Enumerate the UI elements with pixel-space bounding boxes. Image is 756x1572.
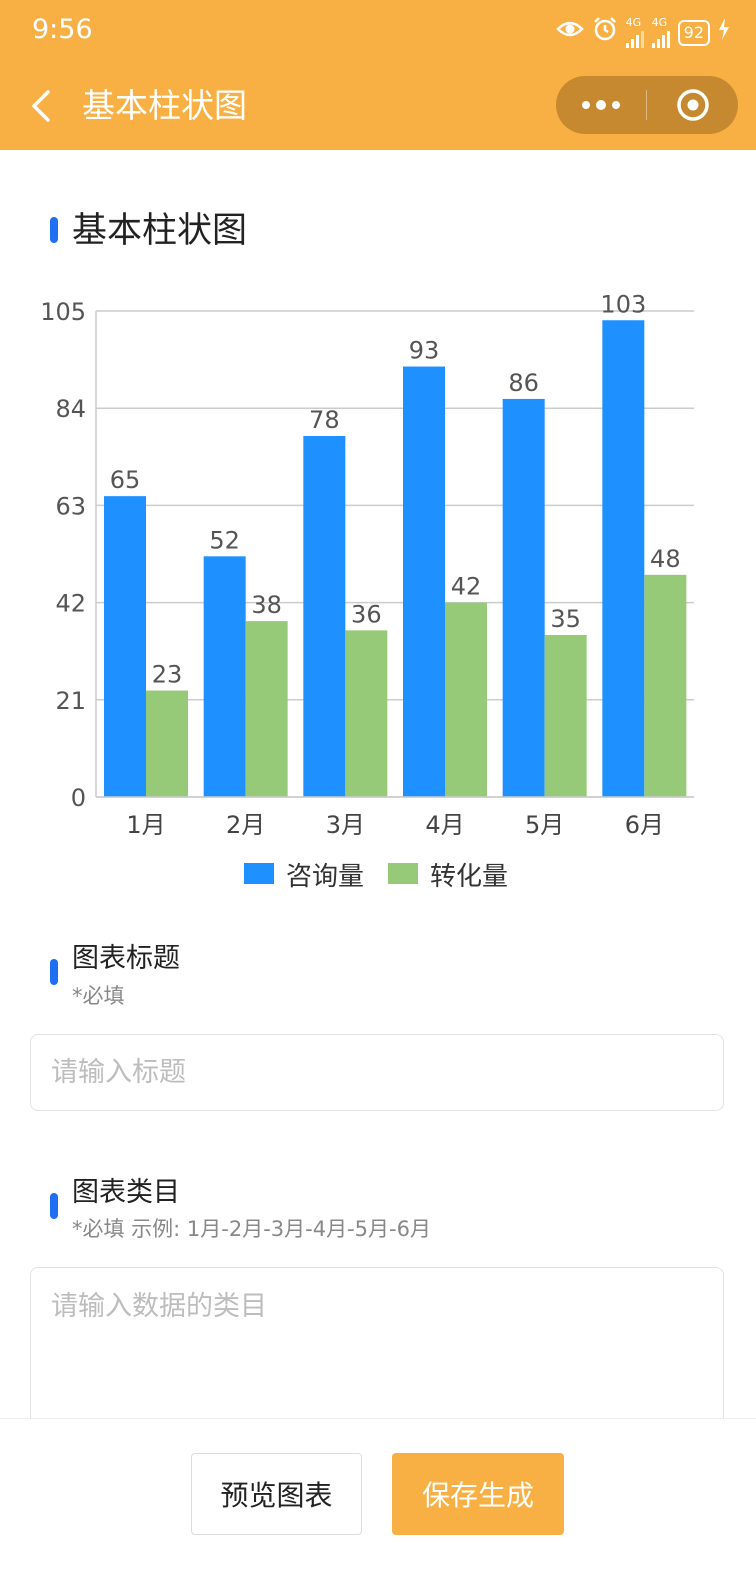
data-label: 93	[409, 337, 440, 365]
bar-convert	[345, 630, 388, 797]
network-type-label: 4G	[651, 16, 668, 29]
y-tick-label: 63	[55, 492, 86, 520]
signal-icon: 4G	[625, 16, 644, 48]
more-button[interactable]	[556, 76, 646, 134]
legend-swatch	[244, 863, 274, 884]
mini-program-capsule	[556, 76, 738, 134]
legend-convert: 转化量	[430, 862, 508, 892]
category-field-label: 图表类目	[72, 1177, 180, 1208]
back-button[interactable]	[26, 84, 62, 128]
data-label: 78	[309, 406, 340, 434]
battery-level: 92	[683, 23, 704, 42]
y-tick-label: 21	[55, 687, 86, 715]
signal-icon: 4G	[651, 16, 670, 48]
legend-swatch	[388, 863, 418, 884]
x-tick-label: 6月	[625, 811, 664, 839]
bar-chart: 0 21 42 63 84 105 65 23 1月 52 38 2月 78 36 3月 93 42 4月 86 35…	[40, 290, 694, 892]
chart-title-input[interactable]	[30, 1034, 724, 1111]
charging-icon	[718, 18, 730, 48]
status-time: 9:56	[32, 14, 93, 45]
title-field-hint: *必填	[72, 984, 125, 1008]
alarm-icon	[592, 16, 618, 50]
data-label: 103	[600, 290, 646, 318]
battery-icon: 92	[677, 20, 710, 46]
bar-convert	[146, 690, 188, 797]
bar-consult	[602, 320, 645, 797]
bar-consult	[502, 398, 545, 797]
bottom-action-bar: 预览图表 保存生成	[0, 1418, 756, 1572]
status-bar: 9:56 4G 4G 92	[0, 0, 756, 62]
preview-chart-button[interactable]: 预览图表	[191, 1453, 362, 1535]
y-tick-label: 105	[40, 298, 86, 326]
chevron-left-icon	[32, 90, 50, 122]
data-label: 52	[209, 526, 240, 554]
x-tick-label: 2月	[226, 811, 265, 839]
network-type-label: 4G	[625, 16, 642, 29]
section-marker	[50, 959, 58, 985]
legend-consult: 咨询量	[286, 862, 364, 892]
bar-convert	[445, 602, 487, 797]
data-label: 23	[152, 661, 183, 689]
chart-section-title: 基本柱状图	[72, 211, 248, 251]
status-icons: 4G 4G 92	[555, 16, 730, 50]
data-label: 38	[251, 591, 282, 619]
data-label: 86	[508, 369, 539, 397]
y-tick-label: 0	[71, 784, 86, 812]
y-tick-label: 84	[55, 395, 86, 423]
bar-consult	[303, 435, 346, 797]
bar-convert	[644, 574, 687, 797]
data-label: 42	[451, 573, 482, 601]
x-tick-label: 4月	[425, 811, 464, 839]
section-marker	[50, 1193, 58, 1219]
data-label: 48	[650, 545, 681, 573]
bar-convert	[245, 621, 288, 797]
bar-consult	[104, 496, 146, 797]
data-label: 65	[110, 466, 141, 494]
x-tick-label: 3月	[326, 811, 365, 839]
data-label: 36	[351, 600, 382, 628]
chart-category-input[interactable]	[30, 1267, 724, 1447]
close-button[interactable]	[647, 76, 738, 134]
bar-consult	[203, 556, 246, 797]
category-field-hint: *必填 示例: 1月-2月-3月-4月-5月-6月	[72, 1217, 431, 1241]
capsule-divider	[646, 90, 647, 120]
data-label: 35	[550, 605, 581, 633]
title-field-label: 图表标题	[72, 943, 180, 974]
app-header: 9:56 4G 4G 92	[0, 0, 756, 150]
save-generate-button[interactable]: 保存生成	[392, 1453, 564, 1535]
x-tick-label: 5月	[525, 811, 564, 839]
page-title: 基本柱状图	[82, 86, 247, 125]
x-tick-label: 1月	[126, 811, 165, 839]
eye-icon	[555, 19, 584, 47]
bar-consult	[403, 366, 445, 797]
y-tick-label: 42	[55, 590, 86, 618]
target-circle-icon	[677, 89, 709, 121]
section-marker	[50, 217, 58, 243]
bar-convert	[544, 635, 587, 797]
navigation-bar: 基本柱状图	[0, 62, 756, 150]
more-dots-icon	[582, 100, 620, 110]
